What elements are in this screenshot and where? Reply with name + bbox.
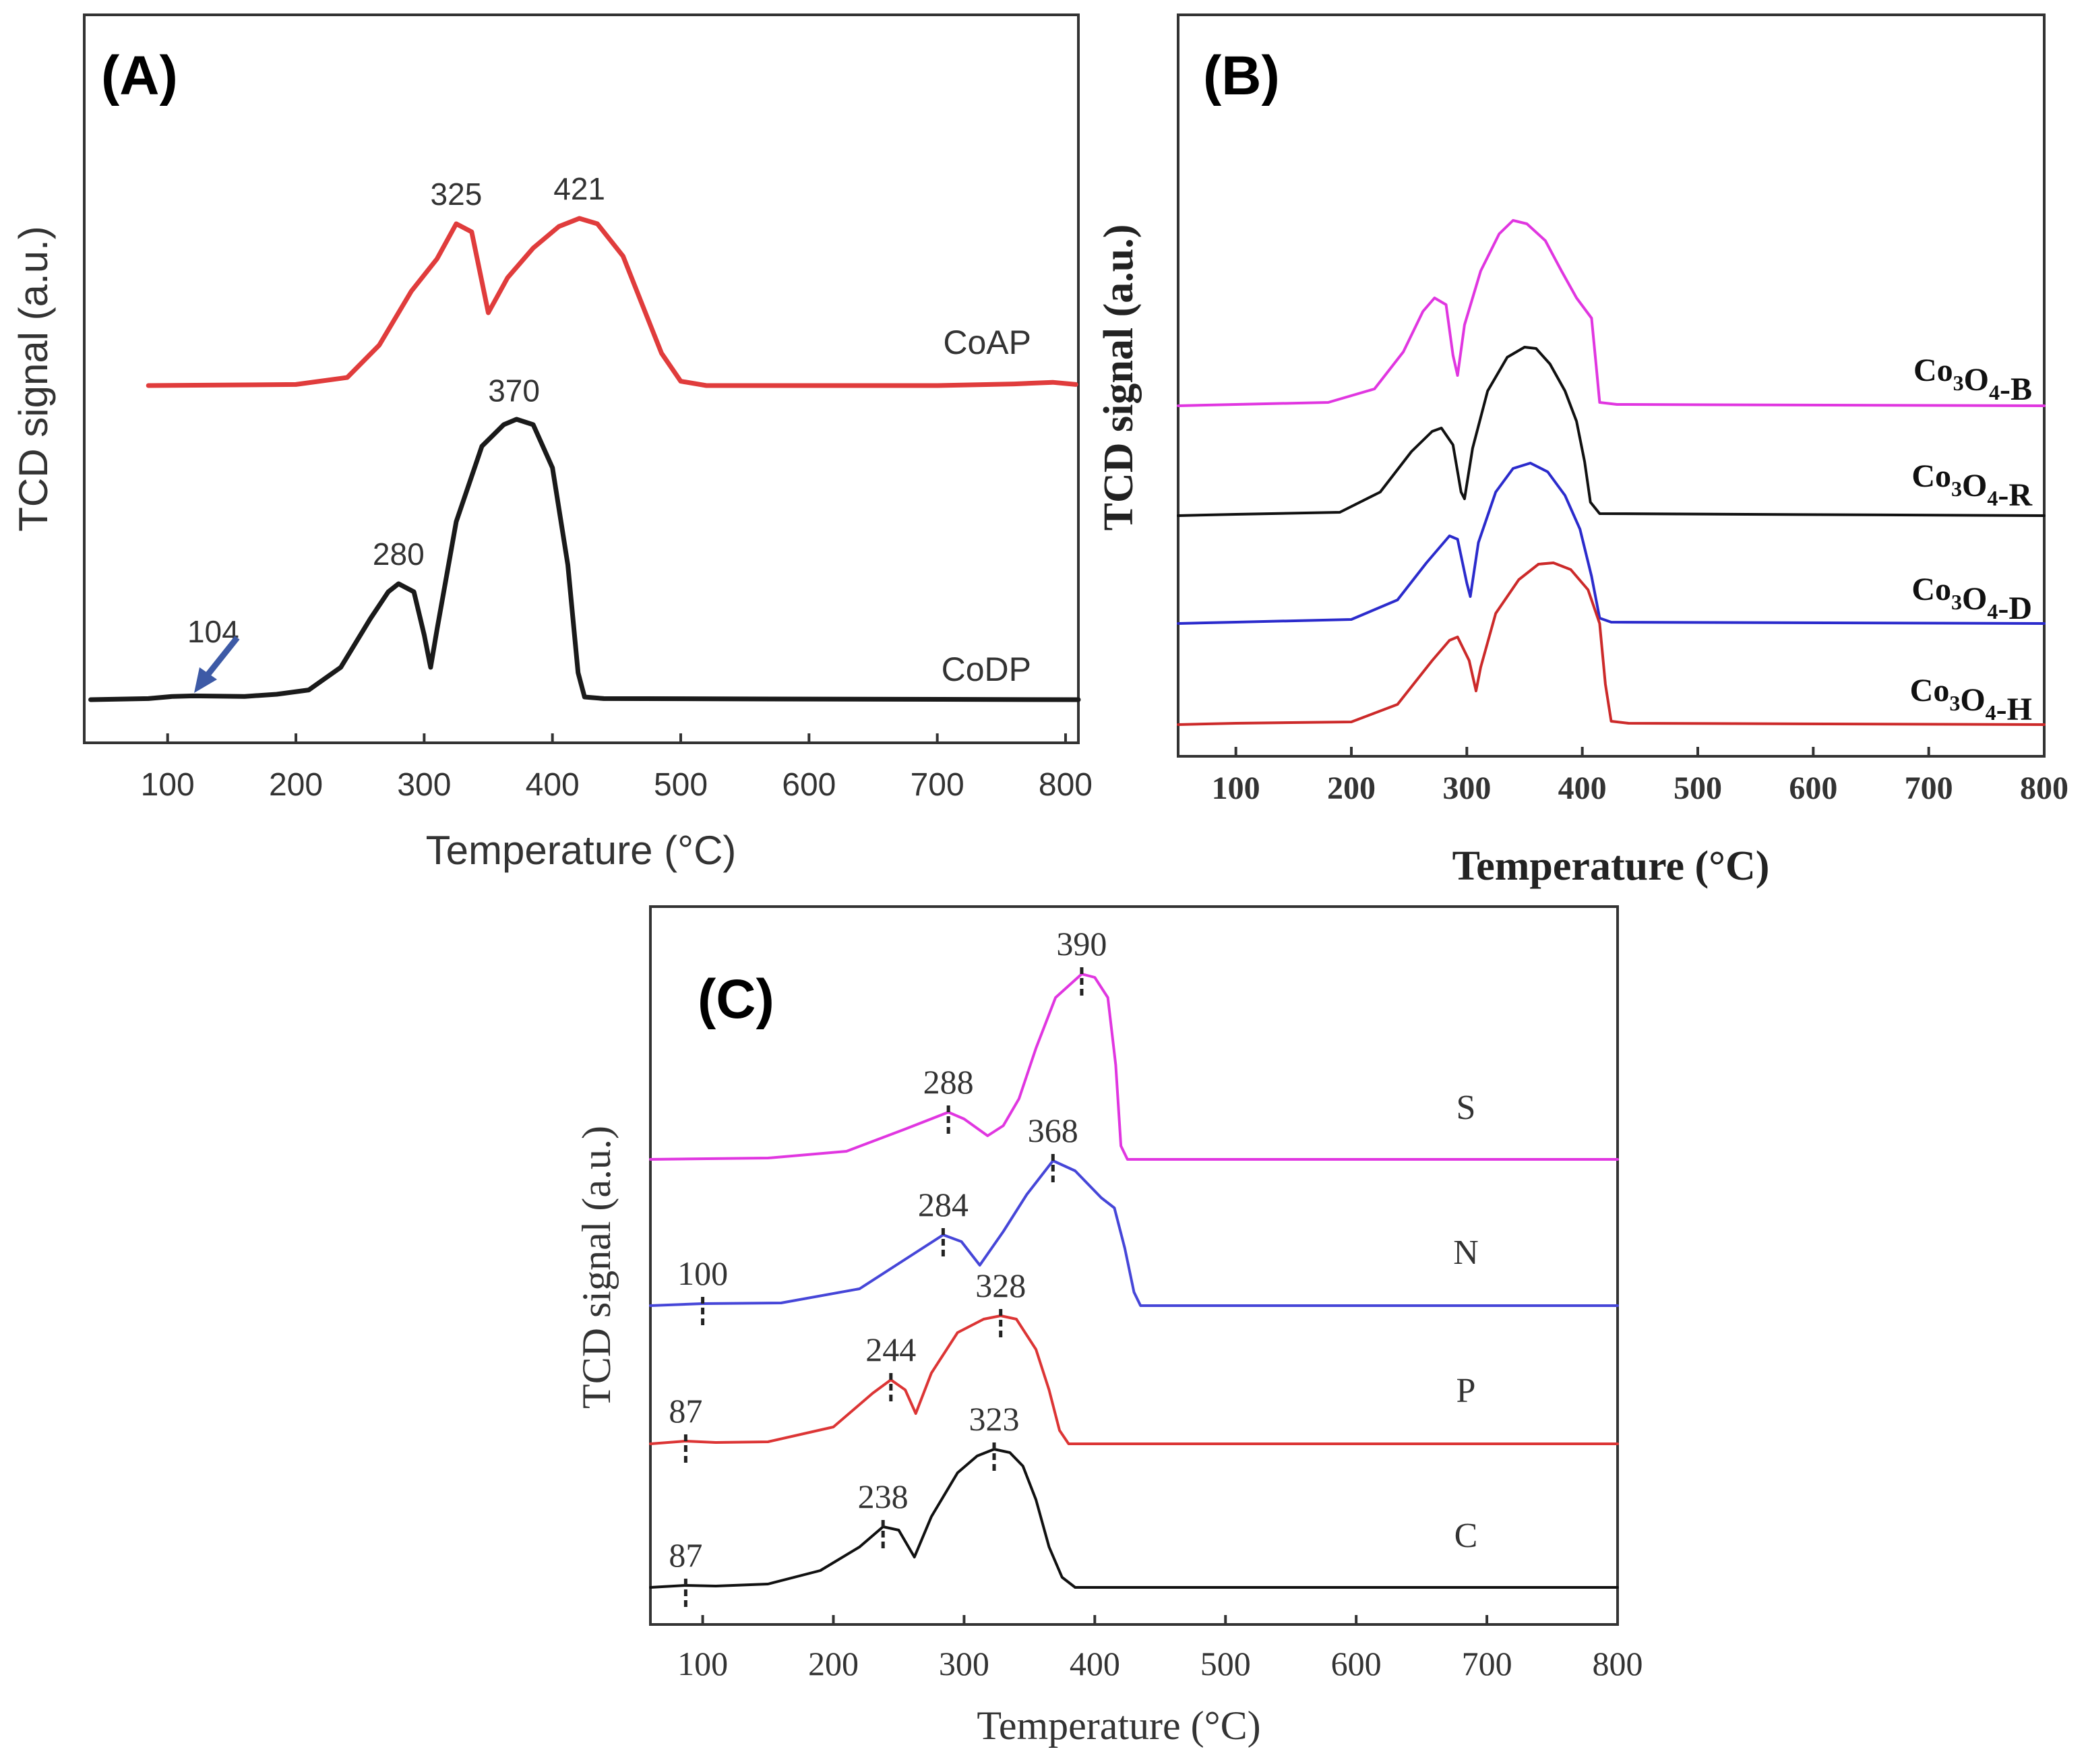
x-tick-label-300: 300 [939,1645,989,1682]
x-tick-label-200: 200 [1327,770,1376,806]
chart-panel-c: (C) 100 200 300 400 500 600 700 800 28839010028… [574,905,1643,1748]
series-line-p [649,1314,1619,1445]
x-tick-label-100: 100 [141,767,195,803]
series-group-c [649,973,1619,1589]
x-tick-label-800: 800 [1039,767,1093,803]
y-axis-title-a: TCD signal (a.u.) [11,226,56,531]
panel-label-b: (B) [1203,45,1280,107]
x-tick-label-600: 600 [1331,1645,1382,1682]
x-tick-label-400: 400 [1558,770,1607,806]
peak-label-coap-421: 421 [553,171,605,206]
y-axis-title-b: TCD signal (a.u.) [1096,224,1142,531]
peak-label-n-284: 284 [918,1186,969,1223]
x-axis-title-b: Temperature (°C) [1452,843,1770,889]
x-tick-label-600: 600 [1789,770,1837,806]
x-tick-label-100: 100 [1212,770,1260,806]
series-label-co3o4-b: Co3O4-B [1913,353,2032,407]
series-label-coap: CoAP [943,324,1031,361]
x-axis-c: 100 200 300 400 500 600 700 800 [677,1615,1643,1682]
series-label-co3o4-d: Co3O4-D [1911,572,2032,626]
panel-label-a: (A) [101,45,178,107]
x-axis-a: 100 200 300 400 500 600 700 800 [141,733,1093,803]
series-group-b [1177,219,2046,726]
peak-label-n-368: 368 [1028,1112,1078,1149]
chart-panel-a: (A) 100 200 300 400 500 600 700 800 325 42110428… [11,13,1093,873]
series-line-co3o4-r [1177,346,2046,517]
series-labels-a: CoAP CoDP [942,324,1031,688]
peak-label-s-288: 288 [923,1063,974,1101]
peak-label-c-238: 238 [858,1478,909,1515]
peak-label-c-87: 87 [669,1536,702,1574]
series-line-co3o4-b [1177,219,2046,407]
x-tick-label-700: 700 [1462,1645,1512,1682]
plot-frame-a [83,13,1080,744]
series-label-s: S [1456,1089,1476,1127]
x-tick-label-500: 500 [1200,1645,1251,1682]
x-tick-label-500: 500 [654,767,708,803]
series-label-c: C [1454,1517,1478,1555]
peak-label-codp-370: 370 [488,373,540,408]
peak-arrow-104 [194,636,240,693]
panel-label-c: (C) [698,969,774,1030]
series-label-codp: CoDP [942,650,1031,688]
series-label-co3o4-h: Co3O4-H [1910,673,2032,727]
series-line-coap [146,216,1078,388]
plot-frame-c [649,905,1619,1626]
x-tick-label-400: 400 [526,767,580,803]
series-label-p: P [1456,1372,1476,1410]
x-axis-title-a: Temperature (°C) [426,828,737,873]
x-tick-label-100: 100 [677,1645,728,1682]
plot-frame-b [1177,13,2046,758]
x-tick-label-700: 700 [1905,770,1953,806]
x-tick-label-500: 500 [1674,770,1722,806]
x-tick-label-200: 200 [808,1645,859,1682]
x-tick-label-600: 600 [782,767,836,803]
x-tick-label-800: 800 [2020,770,2068,806]
series-line-n [649,1159,1619,1307]
peak-label-s-390: 390 [1056,925,1107,963]
peak-label-codp-280: 280 [373,537,425,572]
series-line-codp [88,417,1081,702]
x-tick-label-400: 400 [1070,1645,1120,1682]
x-axis-title-c: Temperature (°C) [977,1703,1260,1748]
series-labels-c: S N P C [1453,1089,1479,1555]
series-group-a [88,216,1081,702]
chart-panel-b: (B) 100 200 300 400 500 600 700 800 Co3O4-BCo3O… [1096,13,2068,889]
peak-label-p-87: 87 [669,1392,702,1430]
x-tick-label-700: 700 [911,767,964,803]
peak-label-c-323: 323 [969,1400,1020,1438]
peak-labels-c: 288 390 100 284 368 87 244 328 87 238 323 [669,925,1107,1609]
x-axis-b: 100 200 300 400 500 600 700 800 [1212,747,2068,806]
x-tick-label-300: 300 [1442,770,1491,806]
peak-label-n-100: 100 [677,1254,728,1292]
series-line-s [649,973,1619,1161]
series-label-n: N [1453,1234,1479,1272]
x-tick-label-200: 200 [269,767,323,803]
peak-label-p-244: 244 [865,1331,916,1368]
series-line-c [649,1448,1619,1589]
x-tick-label-300: 300 [397,767,451,803]
series-line-co3o4-d [1177,462,2046,625]
peak-label-p-328: 328 [975,1267,1026,1304]
y-axis-title-c: TCD signal (a.u.) [574,1126,619,1409]
peak-label-coap-325: 325 [431,177,483,212]
x-tick-label-800: 800 [1593,1645,1643,1682]
series-label-co3o4-r: Co3O4-R [1911,458,2033,513]
series-line-co3o4-h [1177,561,2046,726]
series-labels-b: Co3O4-B Co3O4-R Co3O4-D Co3O4-H [1910,353,2033,727]
